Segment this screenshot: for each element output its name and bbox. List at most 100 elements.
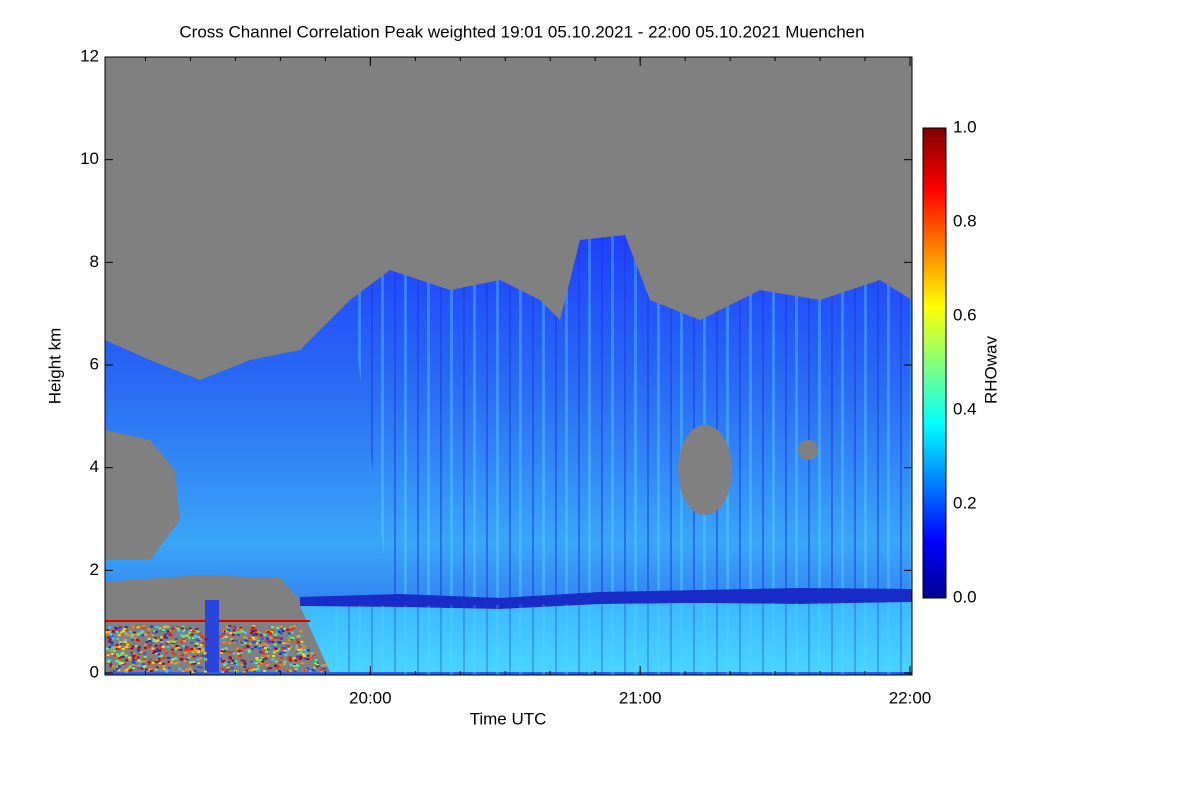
noise-pixel: [128, 634, 132, 637]
noise-pixel: [142, 660, 146, 663]
noise-pixel: [238, 631, 242, 634]
noise-pixel: [171, 628, 174, 630]
noise-pixel: [136, 626, 140, 629]
noise-pixel: [203, 652, 207, 655]
noise-pixel: [254, 662, 258, 665]
noise-pixel: [280, 627, 284, 630]
noise-pixel: [295, 644, 299, 647]
noise-pixel: [148, 640, 152, 642]
noise-pixel: [193, 669, 197, 672]
noise-pixel: [124, 646, 128, 649]
noise-pixel: [227, 651, 231, 654]
noise-pixel: [115, 644, 119, 646]
noise-pixel: [147, 628, 151, 631]
noise-pixel: [156, 653, 160, 655]
noise-pixel: [292, 664, 296, 667]
noise-pixel: [166, 640, 170, 643]
noise-pixel: [261, 651, 265, 653]
noise-pixel: [256, 640, 260, 643]
noise-pixel: [168, 666, 172, 669]
noise-pixel: [266, 637, 269, 640]
noise-pixel: [239, 628, 243, 631]
noise-pixel: [109, 665, 113, 668]
noise-pixel: [157, 650, 161, 652]
colorbar-tick-label: 0.6: [953, 305, 977, 324]
noise-pixel: [126, 643, 129, 646]
noise-pixel: [293, 625, 296, 628]
noise-pixel: [283, 649, 287, 652]
noise-pixel: [161, 629, 165, 631]
noise-pixel: [105, 631, 109, 633]
noise-pixel: [188, 655, 192, 658]
noise-pixel: [258, 647, 262, 650]
noise-pixel: [134, 637, 137, 640]
noise-pixel: [220, 650, 224, 653]
noise-pixel: [274, 664, 278, 667]
noise-pixel: [163, 625, 167, 628]
noise-pixel: [263, 647, 267, 649]
noise-pixel: [120, 642, 123, 645]
noise-pixel: [233, 662, 237, 665]
noise-pixel: [123, 644, 127, 647]
noise-pixel: [226, 666, 230, 669]
x-tick-label: 21:00: [619, 688, 662, 707]
noise-pixel: [165, 670, 169, 673]
noise-pixel: [182, 638, 186, 641]
noise-pixel: [259, 634, 263, 637]
noise-pixel: [179, 648, 183, 651]
noise-pixel: [116, 668, 119, 671]
noise-pixel: [143, 656, 147, 658]
noise-pixel: [286, 628, 289, 631]
noise-pixel: [228, 656, 232, 659]
noise-pixel: [299, 656, 303, 659]
noise-pixel: [294, 668, 298, 671]
noise-pixel: [232, 660, 236, 663]
noise-pixel: [174, 648, 178, 651]
noise-pixel: [304, 652, 308, 655]
noise-pixel: [144, 633, 148, 636]
noise-pixel: [225, 630, 229, 633]
noise-pixel: [121, 647, 125, 650]
noise-pixel: [296, 641, 300, 644]
noise-pixel: [171, 658, 175, 661]
noise-pixel: [199, 657, 203, 660]
noise-pixel: [288, 669, 292, 672]
noise-pixel: [291, 637, 295, 640]
x-tick-label: 22:00: [889, 688, 932, 707]
noise-pixel: [166, 625, 170, 628]
noise-pixel: [197, 648, 201, 650]
noise-pixel: [323, 668, 327, 670]
noise-pixel: [257, 664, 260, 667]
noise-pixel: [188, 631, 192, 634]
noise-pixel: [181, 625, 185, 628]
noise-pixel: [198, 632, 202, 635]
noise-pixel: [235, 631, 239, 634]
noise-pixel: [130, 651, 134, 654]
noise-pixel: [189, 629, 193, 631]
noise-pixel: [251, 626, 255, 629]
noise-pixel: [107, 640, 111, 643]
noise-pixel: [277, 637, 281, 640]
noise-pixel: [263, 643, 267, 646]
noise-pixel: [159, 647, 163, 650]
noise-pixel: [116, 653, 119, 656]
noise-pixel: [223, 650, 227, 653]
noise-pixel: [290, 631, 294, 634]
noise-pixel: [283, 663, 287, 666]
gray-hole: [798, 440, 818, 460]
noise-pixel: [294, 664, 298, 667]
noise-pixel: [146, 631, 150, 634]
noise-pixel: [142, 626, 146, 629]
noise-pixel: [271, 640, 275, 643]
noise-pixel: [137, 664, 141, 667]
noise-pixel: [152, 638, 156, 641]
noise-pixel: [147, 661, 151, 664]
noise-pixel: [109, 632, 113, 635]
noise-pixel: [247, 650, 251, 653]
noise-pixel: [306, 658, 310, 660]
noise-pixel: [229, 657, 232, 660]
noise-pixel: [231, 633, 235, 636]
noise-pixel: [158, 662, 162, 664]
noise-pixel: [308, 655, 312, 658]
noise-pixel: [219, 635, 223, 638]
